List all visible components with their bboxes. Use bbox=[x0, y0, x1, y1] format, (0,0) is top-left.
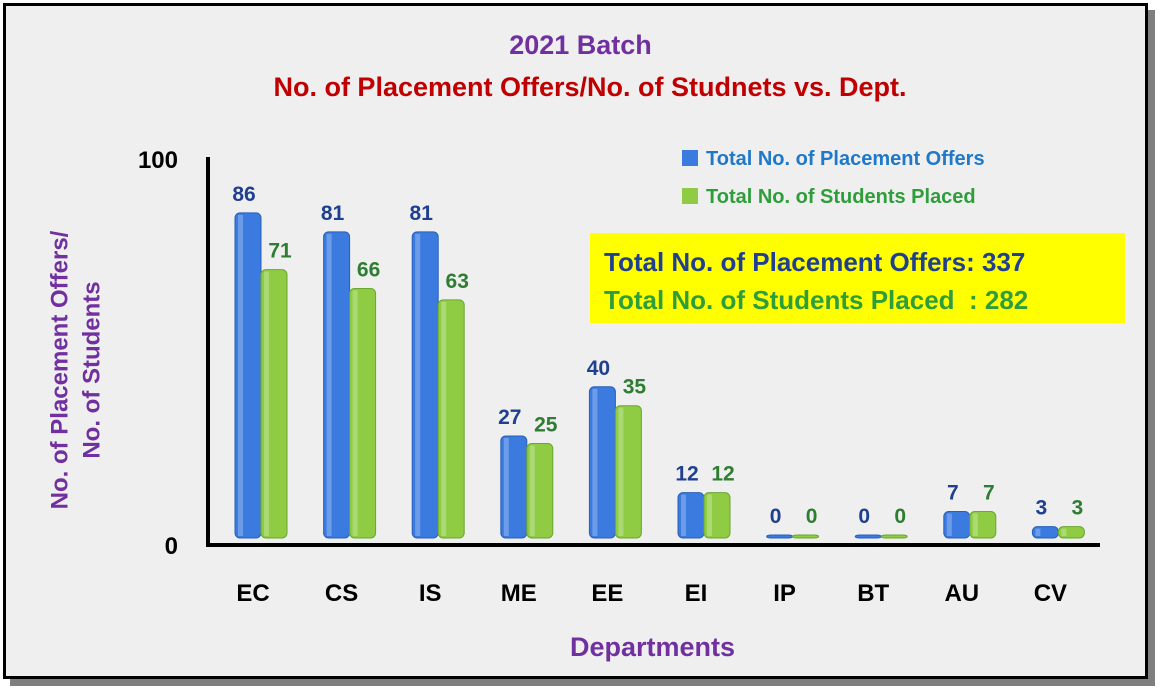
data-label-placed-ip: 0 bbox=[806, 505, 818, 528]
legend-placed-swatch bbox=[682, 188, 698, 204]
bar-placed-me bbox=[526, 443, 554, 539]
x-tick-au: AU bbox=[944, 580, 980, 607]
bar-highlight-offers-ei bbox=[681, 494, 686, 536]
bar-placed-cv bbox=[1057, 526, 1085, 539]
x-tick-ip: IP bbox=[773, 580, 796, 607]
legend-offers-swatch bbox=[682, 150, 698, 166]
data-label-placed-ee: 35 bbox=[623, 376, 647, 399]
bar-highlight-offers-au bbox=[946, 513, 952, 536]
legend-offers: Total No. of Placement Offers bbox=[682, 148, 985, 171]
bar-placed-is bbox=[437, 299, 465, 539]
y-tick-max: 100 bbox=[137, 147, 178, 174]
bar-highlight-offers-cv bbox=[1035, 528, 1041, 536]
total-placed-text: Total No. of Students Placed : 282 bbox=[604, 285, 1029, 315]
x-tick-cs: CS bbox=[324, 580, 359, 607]
bar-highlight-placed-me bbox=[529, 445, 535, 536]
x-tick-bt: BT bbox=[857, 580, 890, 607]
data-label-offers-ip: 0 bbox=[770, 505, 782, 528]
x-axis-title: Departments bbox=[569, 632, 736, 662]
chart-subtitle: No. of Placement Offers/No. of Studnets … bbox=[273, 72, 907, 102]
data-label-placed-cv: 3 bbox=[1072, 497, 1084, 520]
data-label-offers-cv: 3 bbox=[1036, 497, 1048, 520]
bar-highlight-offers-is bbox=[415, 233, 421, 536]
y-tick-min: 0 bbox=[164, 533, 178, 560]
data-label-placed-is: 63 bbox=[446, 270, 469, 293]
data-label-placed-ec: 71 bbox=[268, 240, 292, 263]
chart-frame bbox=[3, 3, 1148, 679]
bar-highlight-placed-au bbox=[972, 513, 978, 536]
data-label-offers-ee: 40 bbox=[587, 357, 610, 380]
bar-highlight-placed-ec bbox=[264, 271, 269, 536]
bar-highlight-placed-cv bbox=[1061, 528, 1067, 536]
x-tick-cv: CV bbox=[1033, 580, 1068, 607]
bar-highlight-offers-cs bbox=[326, 233, 332, 536]
data-label-placed-bt: 0 bbox=[894, 505, 906, 528]
totals-box: Total No. of Placement Offers: 337 Total… bbox=[590, 233, 1125, 323]
bar-offers-bt bbox=[854, 534, 882, 539]
chart-title: 2021 Batch bbox=[509, 30, 652, 60]
total-offers-text: Total No. of Placement Offers: 337 bbox=[604, 247, 1026, 277]
data-label-placed-ei: 12 bbox=[711, 463, 734, 486]
bar-highlight-placed-cs bbox=[352, 290, 358, 536]
bar-placed-au bbox=[969, 511, 997, 539]
x-tick-is: IS bbox=[418, 580, 442, 607]
data-label-offers-au: 7 bbox=[947, 482, 959, 505]
bar-placed-bt bbox=[880, 534, 908, 539]
data-label-offers-ec: 86 bbox=[232, 183, 255, 206]
bar-highlight-placed-ei bbox=[707, 494, 712, 536]
x-tick-me: ME bbox=[500, 580, 537, 607]
data-label-offers-cs: 81 bbox=[321, 202, 345, 225]
data-label-offers-ei: 12 bbox=[675, 463, 698, 486]
data-label-offers-me: 27 bbox=[498, 406, 521, 429]
bar-placed-ip bbox=[792, 534, 820, 539]
bar-highlight-offers-ec bbox=[238, 214, 243, 537]
legend-placed-label: Total No. of Students Placed bbox=[706, 186, 976, 208]
data-label-offers-bt: 0 bbox=[858, 505, 870, 528]
bar-offers-ip bbox=[766, 534, 794, 539]
x-tick-ec: EC bbox=[236, 580, 270, 607]
bar-highlight-placed-ee bbox=[618, 407, 624, 536]
data-label-placed-au: 7 bbox=[983, 482, 995, 505]
legend-offers-label: Total No. of Placement Offers bbox=[706, 148, 985, 170]
bar-placed-ee bbox=[614, 405, 642, 539]
data-label-placed-me: 25 bbox=[534, 414, 558, 437]
data-label-offers-is: 81 bbox=[410, 202, 434, 225]
data-label-placed-cs: 66 bbox=[357, 259, 380, 282]
bar-placed-ei bbox=[703, 492, 731, 539]
bar-highlight-offers-me bbox=[503, 437, 509, 536]
bar-placed-ec bbox=[260, 269, 288, 539]
legend-placed: Total No. of Students Placed bbox=[682, 186, 976, 209]
bar-highlight-placed-is bbox=[441, 301, 447, 536]
bar-placed-cs bbox=[349, 288, 377, 539]
x-tick-ee: EE bbox=[591, 580, 624, 607]
x-tick-ei: EI bbox=[684, 580, 708, 607]
bar-highlight-offers-ee bbox=[592, 388, 598, 536]
